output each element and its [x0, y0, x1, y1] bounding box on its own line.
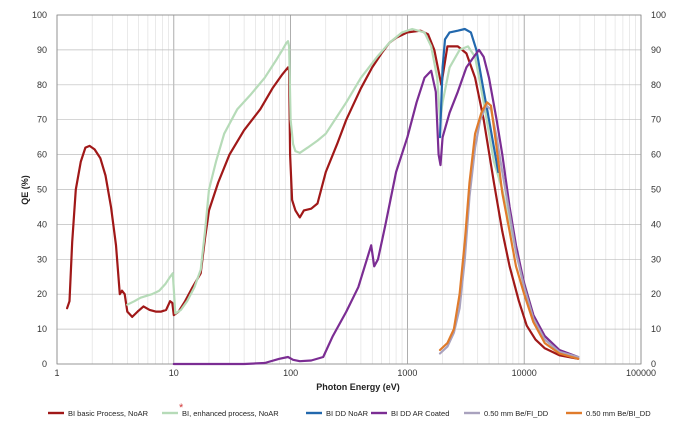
x-tick-label: 1000 [397, 368, 417, 378]
legend-label: BI DD AR Coated [391, 409, 449, 418]
y-tick-label-left: 0 [42, 359, 47, 369]
x-tick-label: 100000 [626, 368, 656, 378]
x-axis-label: Photon Energy (eV) [316, 382, 400, 392]
y-tick-label-left: 40 [37, 219, 47, 229]
y-tick-label-right: 20 [651, 289, 661, 299]
y-tick-label-right: 90 [651, 45, 661, 55]
x-tick-label: 10 [169, 368, 179, 378]
y-tick-label-left: 20 [37, 289, 47, 299]
series-line-0 [66, 29, 580, 360]
plot-frame [56, 14, 642, 365]
y-tick-label-right: 50 [651, 185, 661, 195]
y-tick-label-right: 60 [651, 150, 661, 160]
y-tick-label-left: 100 [32, 10, 47, 20]
y-tick-label-left: 90 [37, 45, 47, 55]
y-tick-label-left: 70 [37, 115, 47, 125]
y-axis-label: QE (%) [20, 175, 30, 205]
legend-label: BI basic Process, NoAR [68, 409, 149, 418]
y-tick-label-right: 10 [651, 324, 661, 334]
legend-annotation: * [179, 402, 184, 414]
series-line-5 [438, 101, 580, 360]
y-tick-label-right: 40 [651, 219, 661, 229]
y-tick-label-right: 0 [651, 359, 656, 369]
legend-label: BI DD NoAR [326, 409, 369, 418]
y-tick-label-left: 80 [37, 80, 47, 90]
grid [56, 14, 642, 365]
series-line-1 [126, 27, 580, 359]
series-line-3 [172, 48, 580, 366]
y-tick-label-right: 70 [651, 115, 661, 125]
y-tick-label-left: 60 [37, 150, 47, 160]
x-tick-label: 10000 [512, 368, 537, 378]
x-tick-label: 100 [283, 368, 298, 378]
y-tick-label-right: 100 [651, 10, 666, 20]
x-tick-label: 1 [54, 368, 59, 378]
y-tick-label-left: 10 [37, 324, 47, 334]
y-tick-label-right: 80 [651, 80, 661, 90]
series-lines [66, 27, 580, 366]
y-tick-label-left: 50 [37, 185, 47, 195]
legend-label: 0.50 mm Be/BI_DD [586, 409, 651, 418]
series-line-2 [438, 27, 500, 174]
legend-label: 0.50 mm Be/FI_DD [484, 409, 549, 418]
y-tick-label-right: 30 [651, 254, 661, 264]
legend-label: BI, enhanced process, NoAR [182, 409, 279, 418]
y-tick-label-left: 30 [37, 254, 47, 264]
legend: BI basic Process, NoAR BI, enhanced proce… [48, 409, 651, 418]
